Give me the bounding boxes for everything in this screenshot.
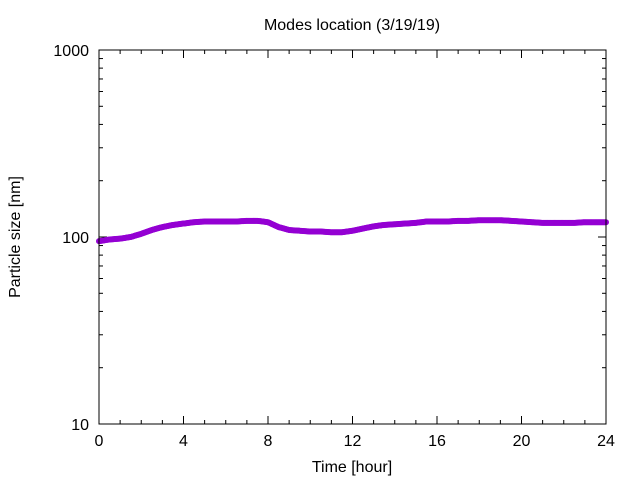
ticks: 0 4 8 12 16 20 24 10 100 1000	[53, 43, 615, 450]
y-axis-label: Particle size [nm]	[7, 176, 24, 298]
plot-frame	[98, 49, 607, 425]
y-tick-label: 1000	[53, 43, 89, 60]
y-tick-label: 100	[62, 230, 89, 247]
y-tick-label: 10	[71, 417, 89, 434]
x-tick-label: 8	[264, 433, 273, 450]
x-tick-label: 4	[179, 433, 188, 450]
x-tick-label: 20	[513, 433, 531, 450]
x-tick-label: 0	[95, 433, 104, 450]
x-tick-label: 24	[597, 433, 615, 450]
x-tick-label: 16	[428, 433, 446, 450]
x-axis-label: Time [hour]	[312, 459, 392, 476]
chart-title: Modes location (3/19/19)	[264, 17, 440, 34]
x-tick-label: 12	[344, 433, 362, 450]
data-point-marker	[602, 219, 609, 226]
data-points	[96, 217, 609, 245]
